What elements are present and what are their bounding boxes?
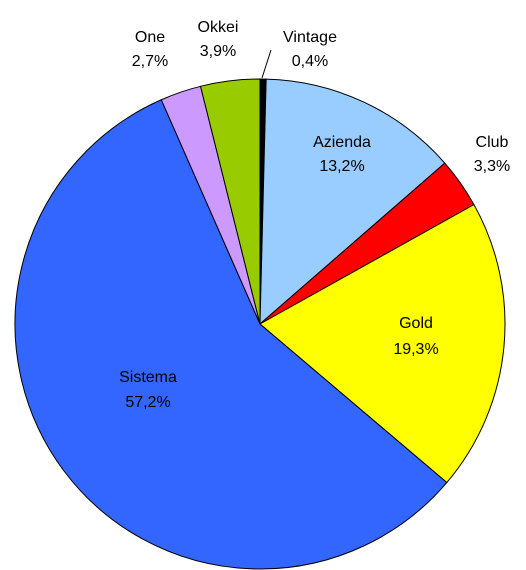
slice-label: One <box>135 29 165 46</box>
pie-slice <box>259 78 446 326</box>
slice-value-label: 19,3% <box>393 341 438 358</box>
slice-label: Club <box>476 134 509 151</box>
leader-line <box>261 49 272 79</box>
slice-label: Sistema <box>119 369 177 386</box>
slice-value-label: 0,4% <box>292 53 328 70</box>
slice-label: Azienda <box>313 134 371 151</box>
slice-label: Gold <box>399 315 433 332</box>
slice-value-label: 3,3% <box>474 158 510 175</box>
pie-slice <box>199 78 261 325</box>
slice-label: Vintage <box>283 29 337 46</box>
slice-value-label: 57,2% <box>125 394 170 411</box>
slice-label: Okkei <box>198 19 239 36</box>
slice-value-label: 3,9% <box>200 43 236 60</box>
slice-value-label: 2,7% <box>132 53 168 70</box>
pie-slice <box>259 203 506 484</box>
pie-slice <box>14 99 448 570</box>
slice-value-label: 13,2% <box>319 158 364 175</box>
